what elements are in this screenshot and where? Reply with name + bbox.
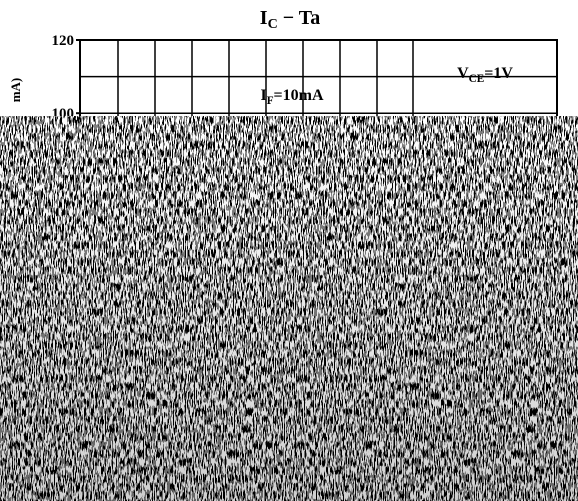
chart: IC − Ta mA) IF=10mA VCE=1V 100120 <box>0 0 578 501</box>
text-part: =1V <box>484 65 513 82</box>
y-tick-label: 120 <box>52 33 75 49</box>
scan-noise <box>0 116 578 501</box>
noise-grain <box>0 116 578 501</box>
text-part: I <box>260 7 268 29</box>
text-part: V <box>457 65 469 82</box>
y-axis-label: mA) <box>8 78 23 103</box>
text-part: − Ta <box>278 7 321 29</box>
chart-title: IC − Ta <box>260 7 320 32</box>
annotation: IF=10mA <box>260 87 324 107</box>
text-part: =10mA <box>274 87 324 104</box>
text-part: CE <box>469 73 485 85</box>
text-part: C <box>268 17 278 32</box>
x-grid <box>118 40 413 120</box>
